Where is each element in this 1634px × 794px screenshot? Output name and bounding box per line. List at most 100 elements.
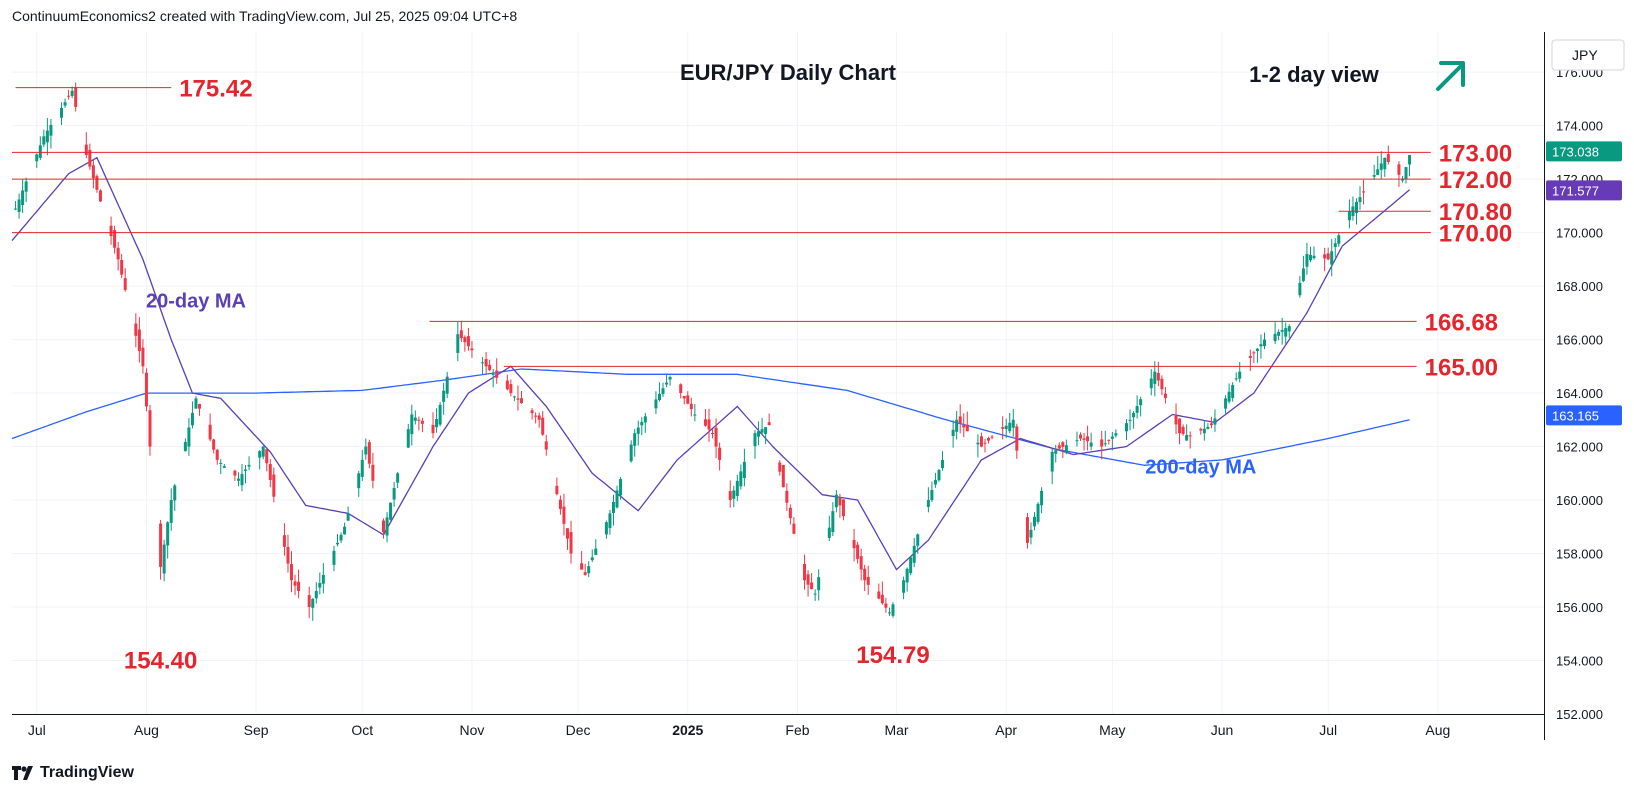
candle-body bbox=[1174, 416, 1178, 425]
candle-body bbox=[311, 598, 315, 608]
x-tick-label: May bbox=[1099, 722, 1125, 738]
candle-body bbox=[1089, 442, 1093, 447]
candle-body bbox=[173, 485, 177, 501]
candle-body bbox=[339, 534, 343, 541]
candle-body bbox=[282, 535, 286, 547]
candle-body bbox=[505, 380, 509, 390]
candle-body bbox=[332, 550, 336, 565]
ma20-path bbox=[11, 156, 1411, 571]
time-axis[interactable]: Jul Aug Sep Oct Nov Dec 2025 Feb Mar Apr May Jun Jul… bbox=[28, 722, 1451, 738]
candle-body bbox=[1213, 418, 1217, 425]
candle-body bbox=[240, 474, 244, 486]
candle-body bbox=[74, 87, 78, 107]
y-tick-label: 158.000 bbox=[1556, 547, 1603, 562]
footer-brand[interactable]: TradingView bbox=[12, 764, 134, 782]
candle-body bbox=[116, 247, 120, 260]
level-label: 173.00 bbox=[1439, 140, 1512, 167]
candle-body bbox=[1160, 378, 1164, 390]
candle-body bbox=[1075, 440, 1079, 442]
level-label: 170.80 bbox=[1439, 199, 1512, 226]
level-label: 170.00 bbox=[1439, 221, 1512, 248]
candle-body bbox=[396, 473, 400, 483]
candle-body bbox=[134, 323, 138, 336]
candle-body bbox=[951, 429, 955, 437]
candle-body bbox=[215, 449, 219, 460]
candle-body bbox=[208, 424, 212, 440]
candle-body bbox=[640, 421, 644, 426]
candle-body bbox=[866, 576, 870, 585]
x-tick-label: Mar bbox=[884, 722, 908, 738]
currency-badge[interactable]: JPY bbox=[1551, 39, 1625, 71]
candle-body bbox=[1156, 372, 1160, 381]
candle-body bbox=[431, 424, 435, 434]
candle-body bbox=[965, 424, 969, 432]
candle-body bbox=[728, 491, 732, 501]
candle-body bbox=[222, 466, 226, 468]
candle-body bbox=[1054, 450, 1058, 454]
candle-body bbox=[406, 429, 410, 448]
candle-body bbox=[537, 415, 541, 420]
x-tick-label: Nov bbox=[460, 722, 485, 738]
level-label: 165.00 bbox=[1425, 354, 1498, 381]
candle-body bbox=[1287, 326, 1291, 332]
candle-body bbox=[1259, 344, 1263, 347]
candle-body bbox=[247, 464, 251, 467]
candle-body bbox=[336, 542, 340, 545]
candle-body bbox=[976, 442, 980, 445]
candle-body bbox=[293, 581, 297, 586]
x-tick-label: Jun bbox=[1211, 722, 1234, 738]
candle-body bbox=[98, 190, 102, 202]
candle-body bbox=[1280, 330, 1284, 332]
candle-body bbox=[806, 574, 810, 585]
price-axis[interactable]: 152.000 154.000 156.000 158.000 160.000 162.0… bbox=[1556, 65, 1603, 722]
candle-body bbox=[583, 572, 587, 575]
candle-body bbox=[941, 459, 945, 469]
y-tick-label: 170.000 bbox=[1556, 226, 1603, 241]
candle-body bbox=[958, 416, 962, 424]
candle-body bbox=[290, 564, 294, 581]
candle-body bbox=[817, 577, 821, 591]
candle-body bbox=[456, 334, 460, 353]
x-tick-label: Aug bbox=[134, 722, 159, 738]
candle-body bbox=[360, 459, 364, 477]
candle-body bbox=[594, 548, 598, 555]
currency-label: JPY bbox=[1572, 47, 1598, 63]
candle-body bbox=[1231, 385, 1235, 399]
candle-body bbox=[367, 442, 371, 464]
candle-body bbox=[1354, 201, 1358, 213]
y-tick-label: 162.000 bbox=[1556, 440, 1603, 455]
candle-body bbox=[495, 370, 499, 378]
candle-body bbox=[1238, 371, 1242, 379]
candle-body bbox=[466, 336, 470, 347]
candle-body bbox=[827, 527, 831, 538]
candle-body bbox=[470, 348, 474, 351]
candle-body bbox=[84, 144, 88, 156]
candle-body bbox=[1188, 435, 1192, 437]
candle-body bbox=[484, 359, 488, 367]
candle-body bbox=[1227, 391, 1231, 402]
candle-body bbox=[297, 581, 301, 591]
candle-body bbox=[435, 419, 439, 428]
candle-body bbox=[385, 517, 389, 536]
arrow-up-right-icon bbox=[1436, 61, 1465, 91]
candle-body bbox=[1040, 490, 1044, 506]
ma200-line bbox=[11, 368, 1410, 466]
candle-body bbox=[1163, 393, 1167, 399]
candle-body bbox=[1103, 443, 1107, 445]
candle-body bbox=[955, 419, 959, 432]
candle-body bbox=[442, 390, 446, 402]
candle-body bbox=[565, 528, 569, 539]
x-tick-label: Feb bbox=[785, 722, 809, 738]
chart-title: EUR/JPY Daily Chart bbox=[680, 60, 897, 85]
candle-body bbox=[392, 488, 396, 500]
grid-lines bbox=[12, 32, 1544, 715]
candle-body bbox=[1248, 355, 1252, 358]
candle-body bbox=[438, 404, 442, 425]
candle-body bbox=[49, 124, 53, 136]
candle-body bbox=[781, 465, 785, 488]
candle-body bbox=[764, 427, 768, 435]
candle-body bbox=[778, 462, 782, 472]
candle-body bbox=[123, 278, 127, 290]
